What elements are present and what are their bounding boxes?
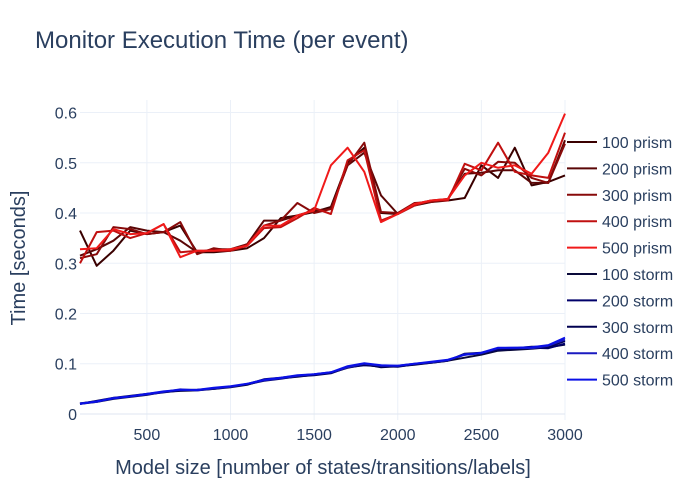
legend-label: 200 storm — [602, 293, 673, 310]
legend-label: 300 prism — [602, 188, 672, 205]
x-tick-labels: 500 1000 1500 2000 2500 3000 — [134, 427, 583, 444]
series-line — [80, 133, 565, 264]
y-tick-label: 0.5 — [55, 156, 77, 173]
legend-item[interactable]: 400 prism — [567, 214, 672, 231]
series-line — [80, 143, 565, 259]
series-line — [80, 114, 565, 258]
legend-item[interactable]: 300 prism — [567, 188, 672, 205]
grid-lines — [80, 100, 565, 420]
legend-item[interactable]: 100 storm — [567, 267, 673, 284]
legend-item[interactable]: 500 storm — [567, 373, 673, 390]
legend-label: 300 storm — [602, 320, 673, 337]
legend-item[interactable]: 100 prism — [567, 135, 672, 152]
y-axis-label: Time [seconds] — [8, 191, 30, 326]
series-line — [80, 140, 565, 256]
x-tick-label: 3000 — [547, 427, 583, 444]
x-axis-label: Model size [number of states/transitions… — [115, 457, 531, 479]
legend-item[interactable]: 500 prism — [567, 241, 672, 258]
legend-label: 400 prism — [602, 214, 672, 231]
y-tick-label: 0.4 — [55, 206, 77, 223]
legend-label: 200 prism — [602, 161, 672, 178]
x-tick-label: 2000 — [380, 427, 416, 444]
legend[interactable]: 100 prism 200 prism 300 prism 400 prism 500 … — [567, 135, 673, 390]
legend-label: 100 prism — [602, 135, 672, 152]
x-tick-label: 1000 — [213, 427, 249, 444]
y-tick-label: 0.2 — [55, 307, 77, 324]
legend-item[interactable]: 300 storm — [567, 320, 673, 337]
series-line — [80, 338, 565, 404]
x-tick-label: 2500 — [464, 427, 500, 444]
y-tick-label: 0.1 — [55, 357, 77, 374]
legend-label: 100 storm — [602, 267, 673, 284]
y-tick-labels: 0 0.1 0.2 0.3 0.4 0.5 0.6 — [55, 106, 77, 424]
legend-label: 500 storm — [602, 373, 673, 390]
x-tick-label: 1500 — [296, 427, 332, 444]
y-tick-label: 0.3 — [55, 256, 77, 273]
x-tick-label: 500 — [134, 427, 161, 444]
legend-label: 500 prism — [602, 241, 672, 258]
legend-label: 400 storm — [602, 346, 673, 363]
legend-item[interactable]: 200 prism — [567, 161, 672, 178]
y-tick-label: 0 — [68, 407, 77, 424]
legend-item[interactable]: 200 storm — [567, 293, 673, 310]
legend-item[interactable]: 400 storm — [567, 346, 673, 363]
y-tick-label: 0.6 — [55, 106, 77, 123]
series-lines — [80, 114, 565, 404]
